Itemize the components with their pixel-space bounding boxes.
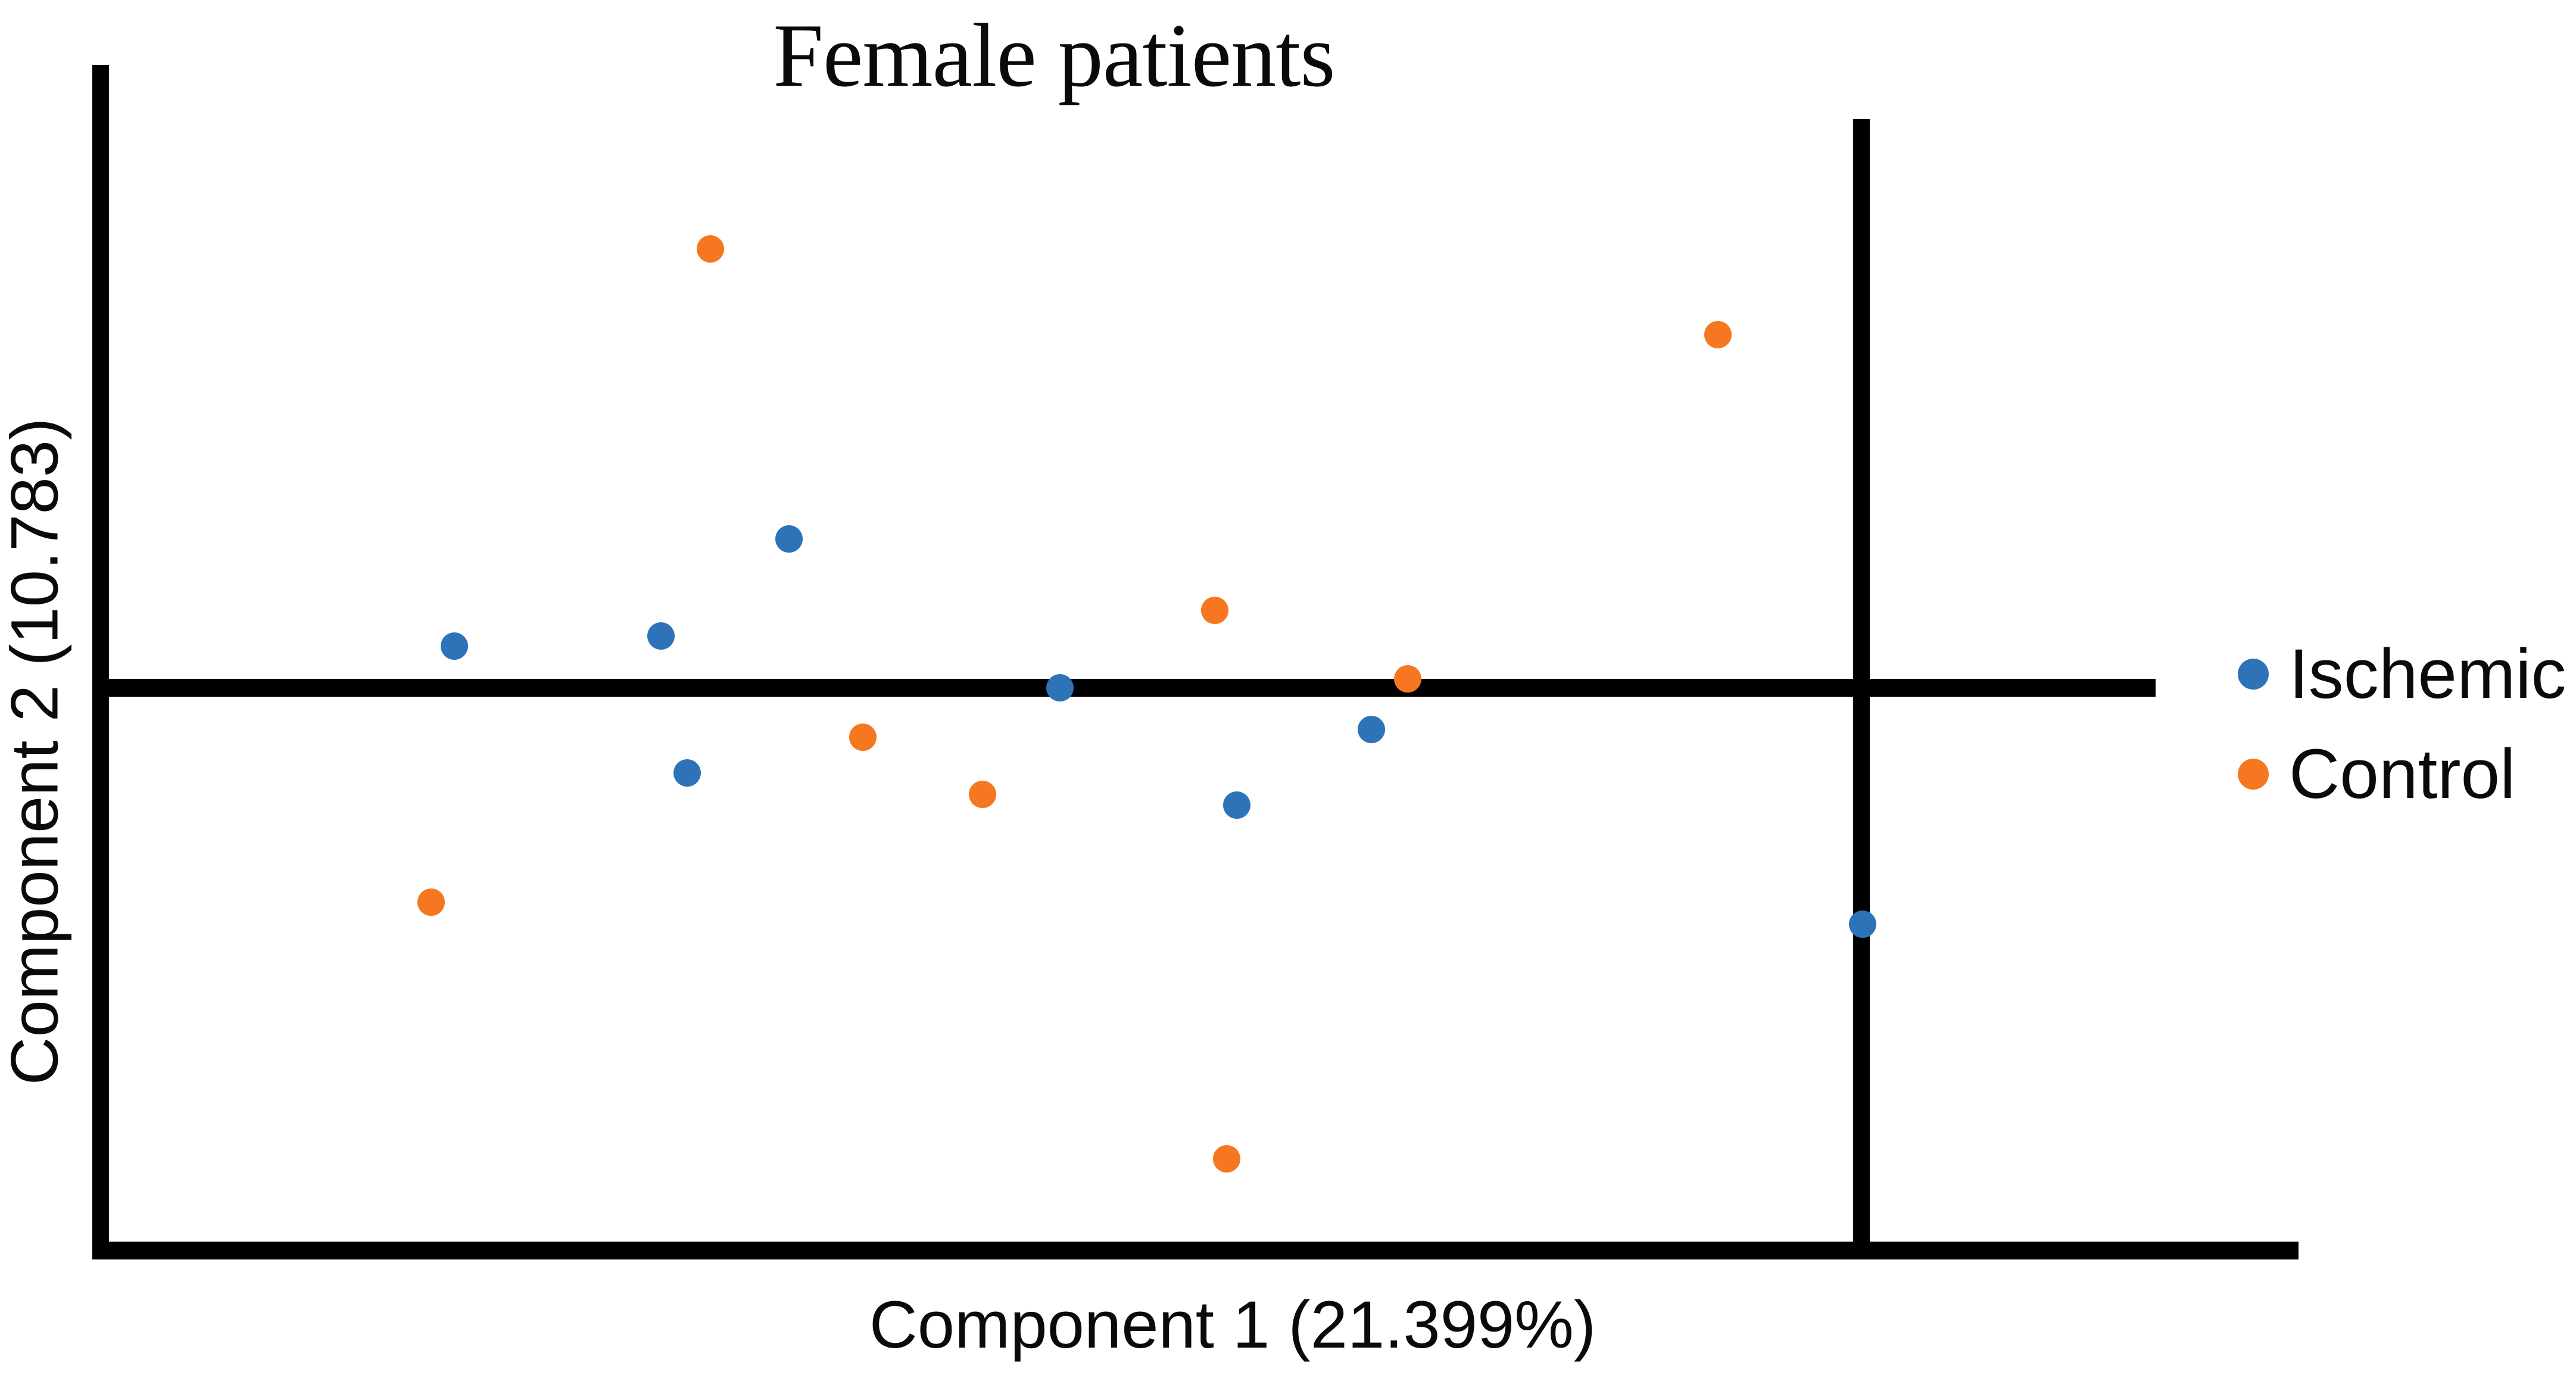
- control-marker-icon: [2238, 759, 2269, 790]
- ischemic-point: [647, 622, 675, 650]
- ischemic-point: [1849, 911, 1876, 938]
- control-point: [969, 781, 996, 808]
- control-point: [1394, 665, 1421, 693]
- control-point: [849, 724, 877, 751]
- y-axis-line: [92, 65, 109, 1259]
- control-point: [1213, 1145, 1240, 1173]
- vertical-zero-line: [1853, 119, 1870, 1259]
- legend-item-ischemic: Ischemic: [2238, 632, 2566, 716]
- legend-label-ischemic: Ischemic: [2289, 635, 2566, 713]
- ischemic-point: [1358, 716, 1385, 743]
- ischemic-point: [775, 525, 803, 553]
- legend-label-control: Control: [2289, 735, 2516, 813]
- control-point: [697, 235, 724, 263]
- x-axis-line: [92, 1242, 2299, 1259]
- y-axis-label: Component 2 (10.783): [0, 417, 72, 1086]
- control-point: [1704, 321, 1732, 348]
- control-point: [417, 888, 445, 916]
- x-axis-label: Component 1 (21.399%): [869, 1287, 1596, 1362]
- chart-title: Female patients: [773, 5, 1335, 105]
- ischemic-point: [441, 632, 468, 660]
- ischemic-marker-icon: [2238, 659, 2269, 690]
- control-point: [1201, 597, 1228, 624]
- legend-item-control: Control: [2238, 732, 2566, 816]
- ischemic-point: [1046, 674, 1074, 701]
- ischemic-point: [673, 759, 701, 787]
- horizontal-zero-line: [92, 679, 2156, 697]
- ischemic-point: [1223, 791, 1250, 819]
- legend: Ischemic Control: [2238, 632, 2566, 832]
